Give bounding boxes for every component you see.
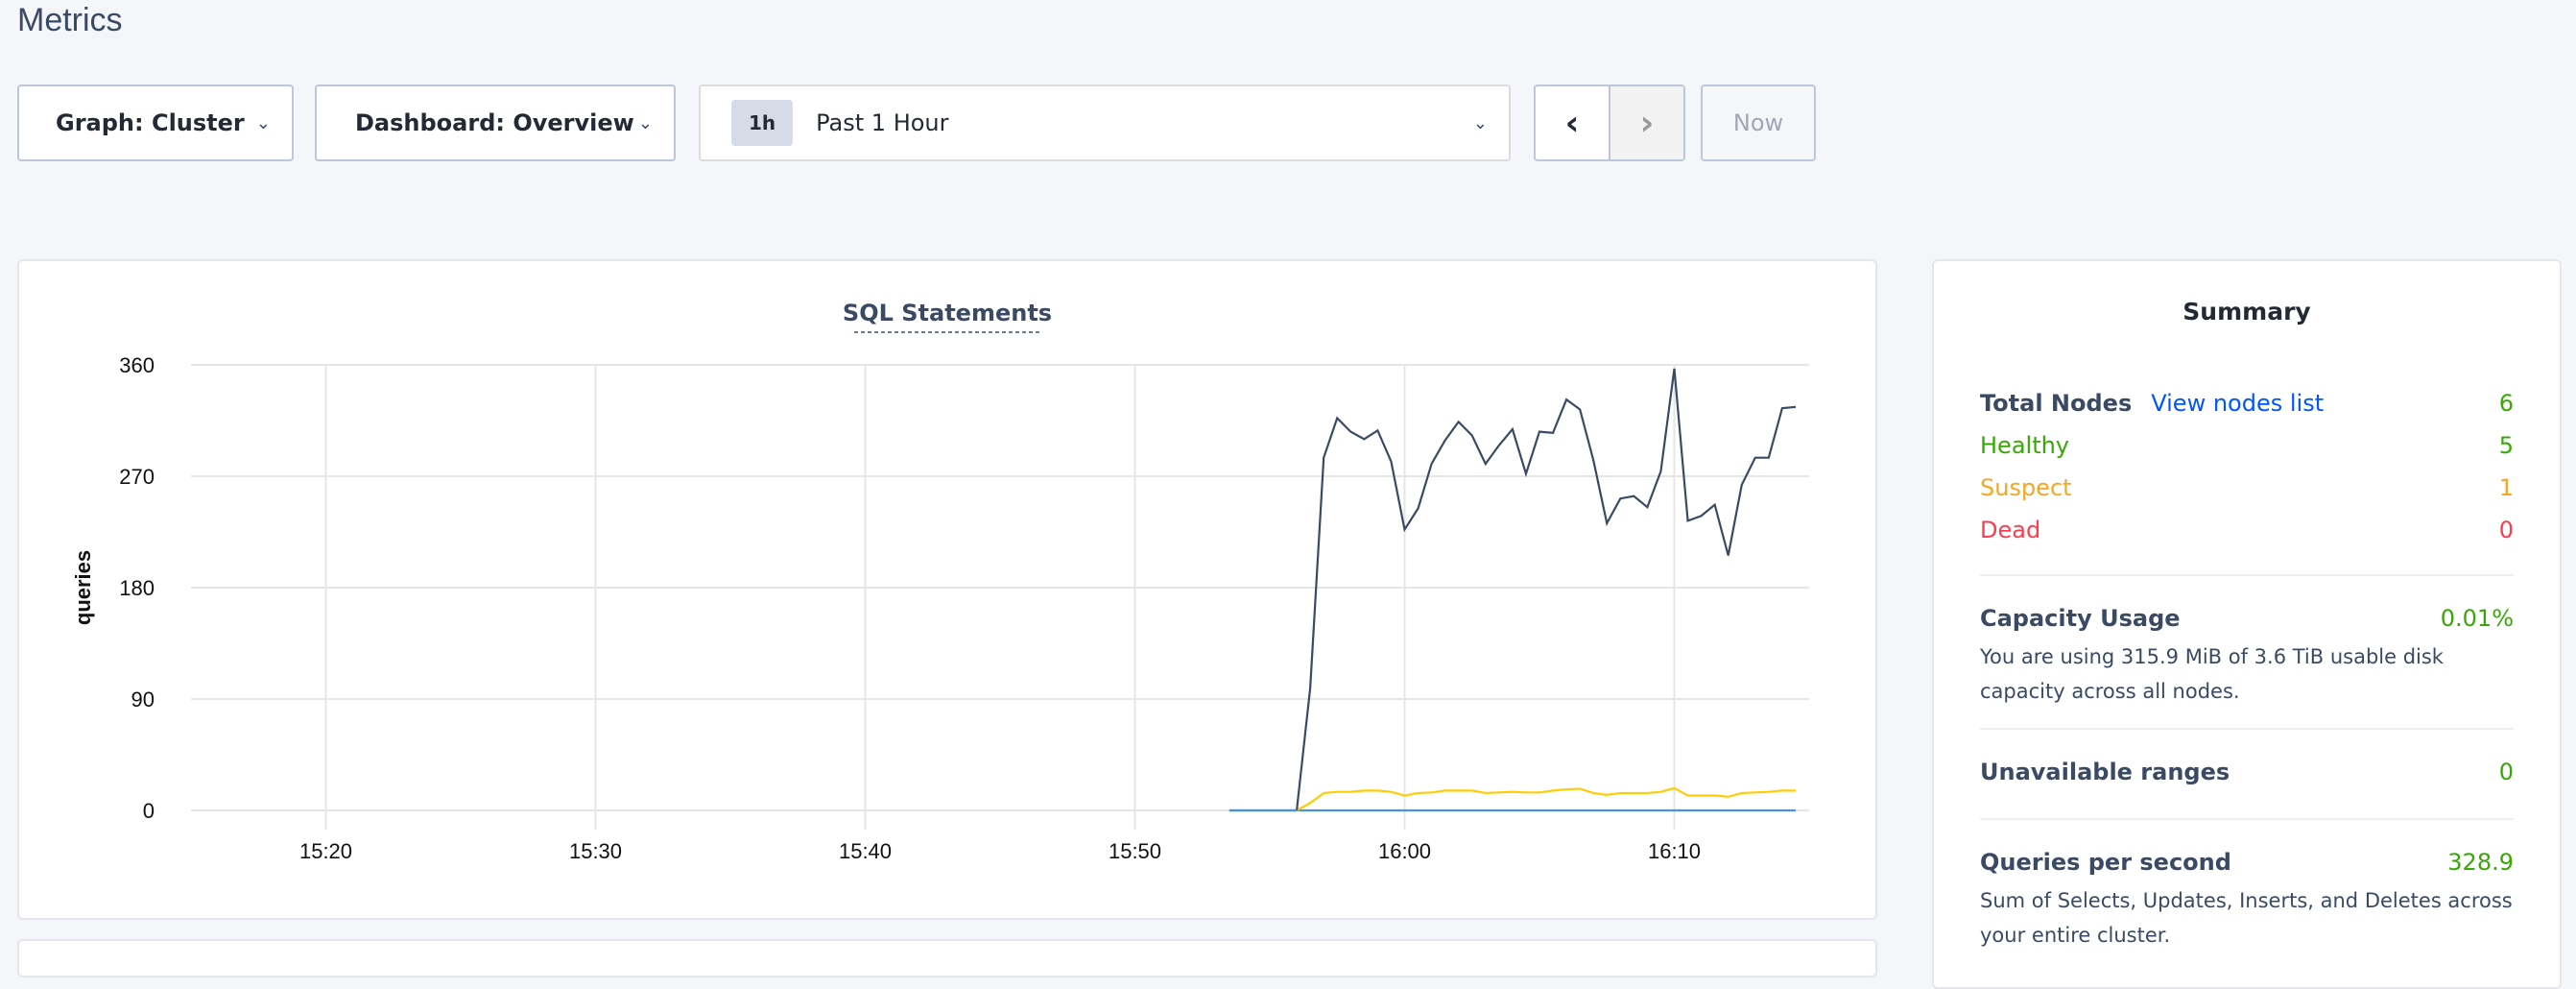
- suspect-value: 1: [2498, 474, 2514, 501]
- y-tick-label: 270: [119, 465, 155, 489]
- x-tick-label: 15:50: [1109, 839, 1161, 863]
- time-range-dropdown[interactable]: 1h Past 1 Hour ⌄: [699, 84, 1511, 161]
- divider: [1980, 818, 2514, 820]
- page-title: Metrics: [17, 2, 123, 38]
- chevron-down-icon: ⌄: [255, 112, 271, 133]
- x-tick-label: 15:30: [569, 839, 622, 863]
- view-nodes-list-link[interactable]: View nodes list: [2151, 390, 2325, 417]
- capacity-usage-label: Capacity Usage: [1980, 605, 2181, 632]
- time-range-badge: 1h: [731, 100, 794, 146]
- time-nav: ‹ ›: [1534, 84, 1685, 161]
- healthy-label: Healthy: [1980, 432, 2070, 459]
- next-chart-card: [17, 939, 1877, 977]
- now-button[interactable]: Now: [1701, 84, 1816, 161]
- summary-card: Summary Total Nodes View nodes list 6 Heal…: [1932, 259, 2562, 989]
- dead-value: 0: [2498, 517, 2514, 543]
- graph-dropdown[interactable]: Graph: Cluster ⌄: [17, 84, 294, 161]
- dashboard-dropdown[interactable]: Dashboard: Overview ⌄: [315, 84, 676, 161]
- next-button[interactable]: ›: [1609, 86, 1683, 159]
- x-tick-label: 16:10: [1648, 839, 1701, 863]
- qps-description: Sum of Selects, Updates, Inserts, and De…: [1980, 889, 2513, 947]
- total-nodes-label: Total Nodes: [1980, 390, 2133, 417]
- dead-label: Dead: [1980, 517, 2041, 543]
- series-line: [1296, 368, 1797, 811]
- summary-title: Summary: [2182, 298, 2311, 326]
- x-tick-label: 16:00: [1378, 839, 1431, 863]
- unavailable-ranges-value: 0: [2498, 759, 2514, 785]
- time-range-label: Past 1 Hour: [816, 109, 949, 136]
- y-tick-label: 180: [119, 576, 155, 600]
- capacity-usage-value: 0.01%: [2440, 605, 2514, 632]
- dashboard-dropdown-label: Dashboard: Overview: [355, 109, 634, 136]
- previous-button[interactable]: ‹: [1564, 103, 1580, 143]
- graph-dropdown-label: Graph: Cluster: [56, 109, 245, 136]
- sql-statements-chart-card: SQL Statements 0 90 180 270 360 15:20 15:30 15:4…: [17, 259, 1877, 920]
- series-line: [1296, 786, 1796, 811]
- divider: [1980, 574, 2514, 576]
- qps-label: Queries per second: [1980, 849, 2231, 876]
- sql-statements-chart: SQL Statements 0 90 180 270 360 15:20 15:30 15:4…: [71, 300, 1809, 863]
- y-tick-label: 360: [119, 353, 155, 377]
- chevron-down-icon: ⌄: [1472, 112, 1488, 133]
- chevron-down-icon: ⌄: [637, 112, 653, 133]
- x-tick-label: 15:20: [299, 839, 352, 863]
- capacity-description: You are using 315.9 MiB of 3.6 TiB usabl…: [1980, 645, 2444, 703]
- y-tick-label: 0: [143, 799, 155, 823]
- y-tick-label: 90: [131, 687, 155, 712]
- unavailable-ranges-label: Unavailable ranges: [1980, 759, 2230, 785]
- qps-value: 328.9: [2447, 849, 2514, 876]
- y-axis-label: queries: [71, 550, 95, 625]
- suspect-label: Suspect: [1980, 474, 2072, 501]
- chart-title: SQL Statements: [843, 300, 1052, 326]
- total-nodes-value: 6: [2498, 390, 2514, 417]
- divider: [1980, 728, 2514, 730]
- healthy-value: 5: [2498, 432, 2514, 459]
- x-tick-label: 15:40: [839, 839, 892, 863]
